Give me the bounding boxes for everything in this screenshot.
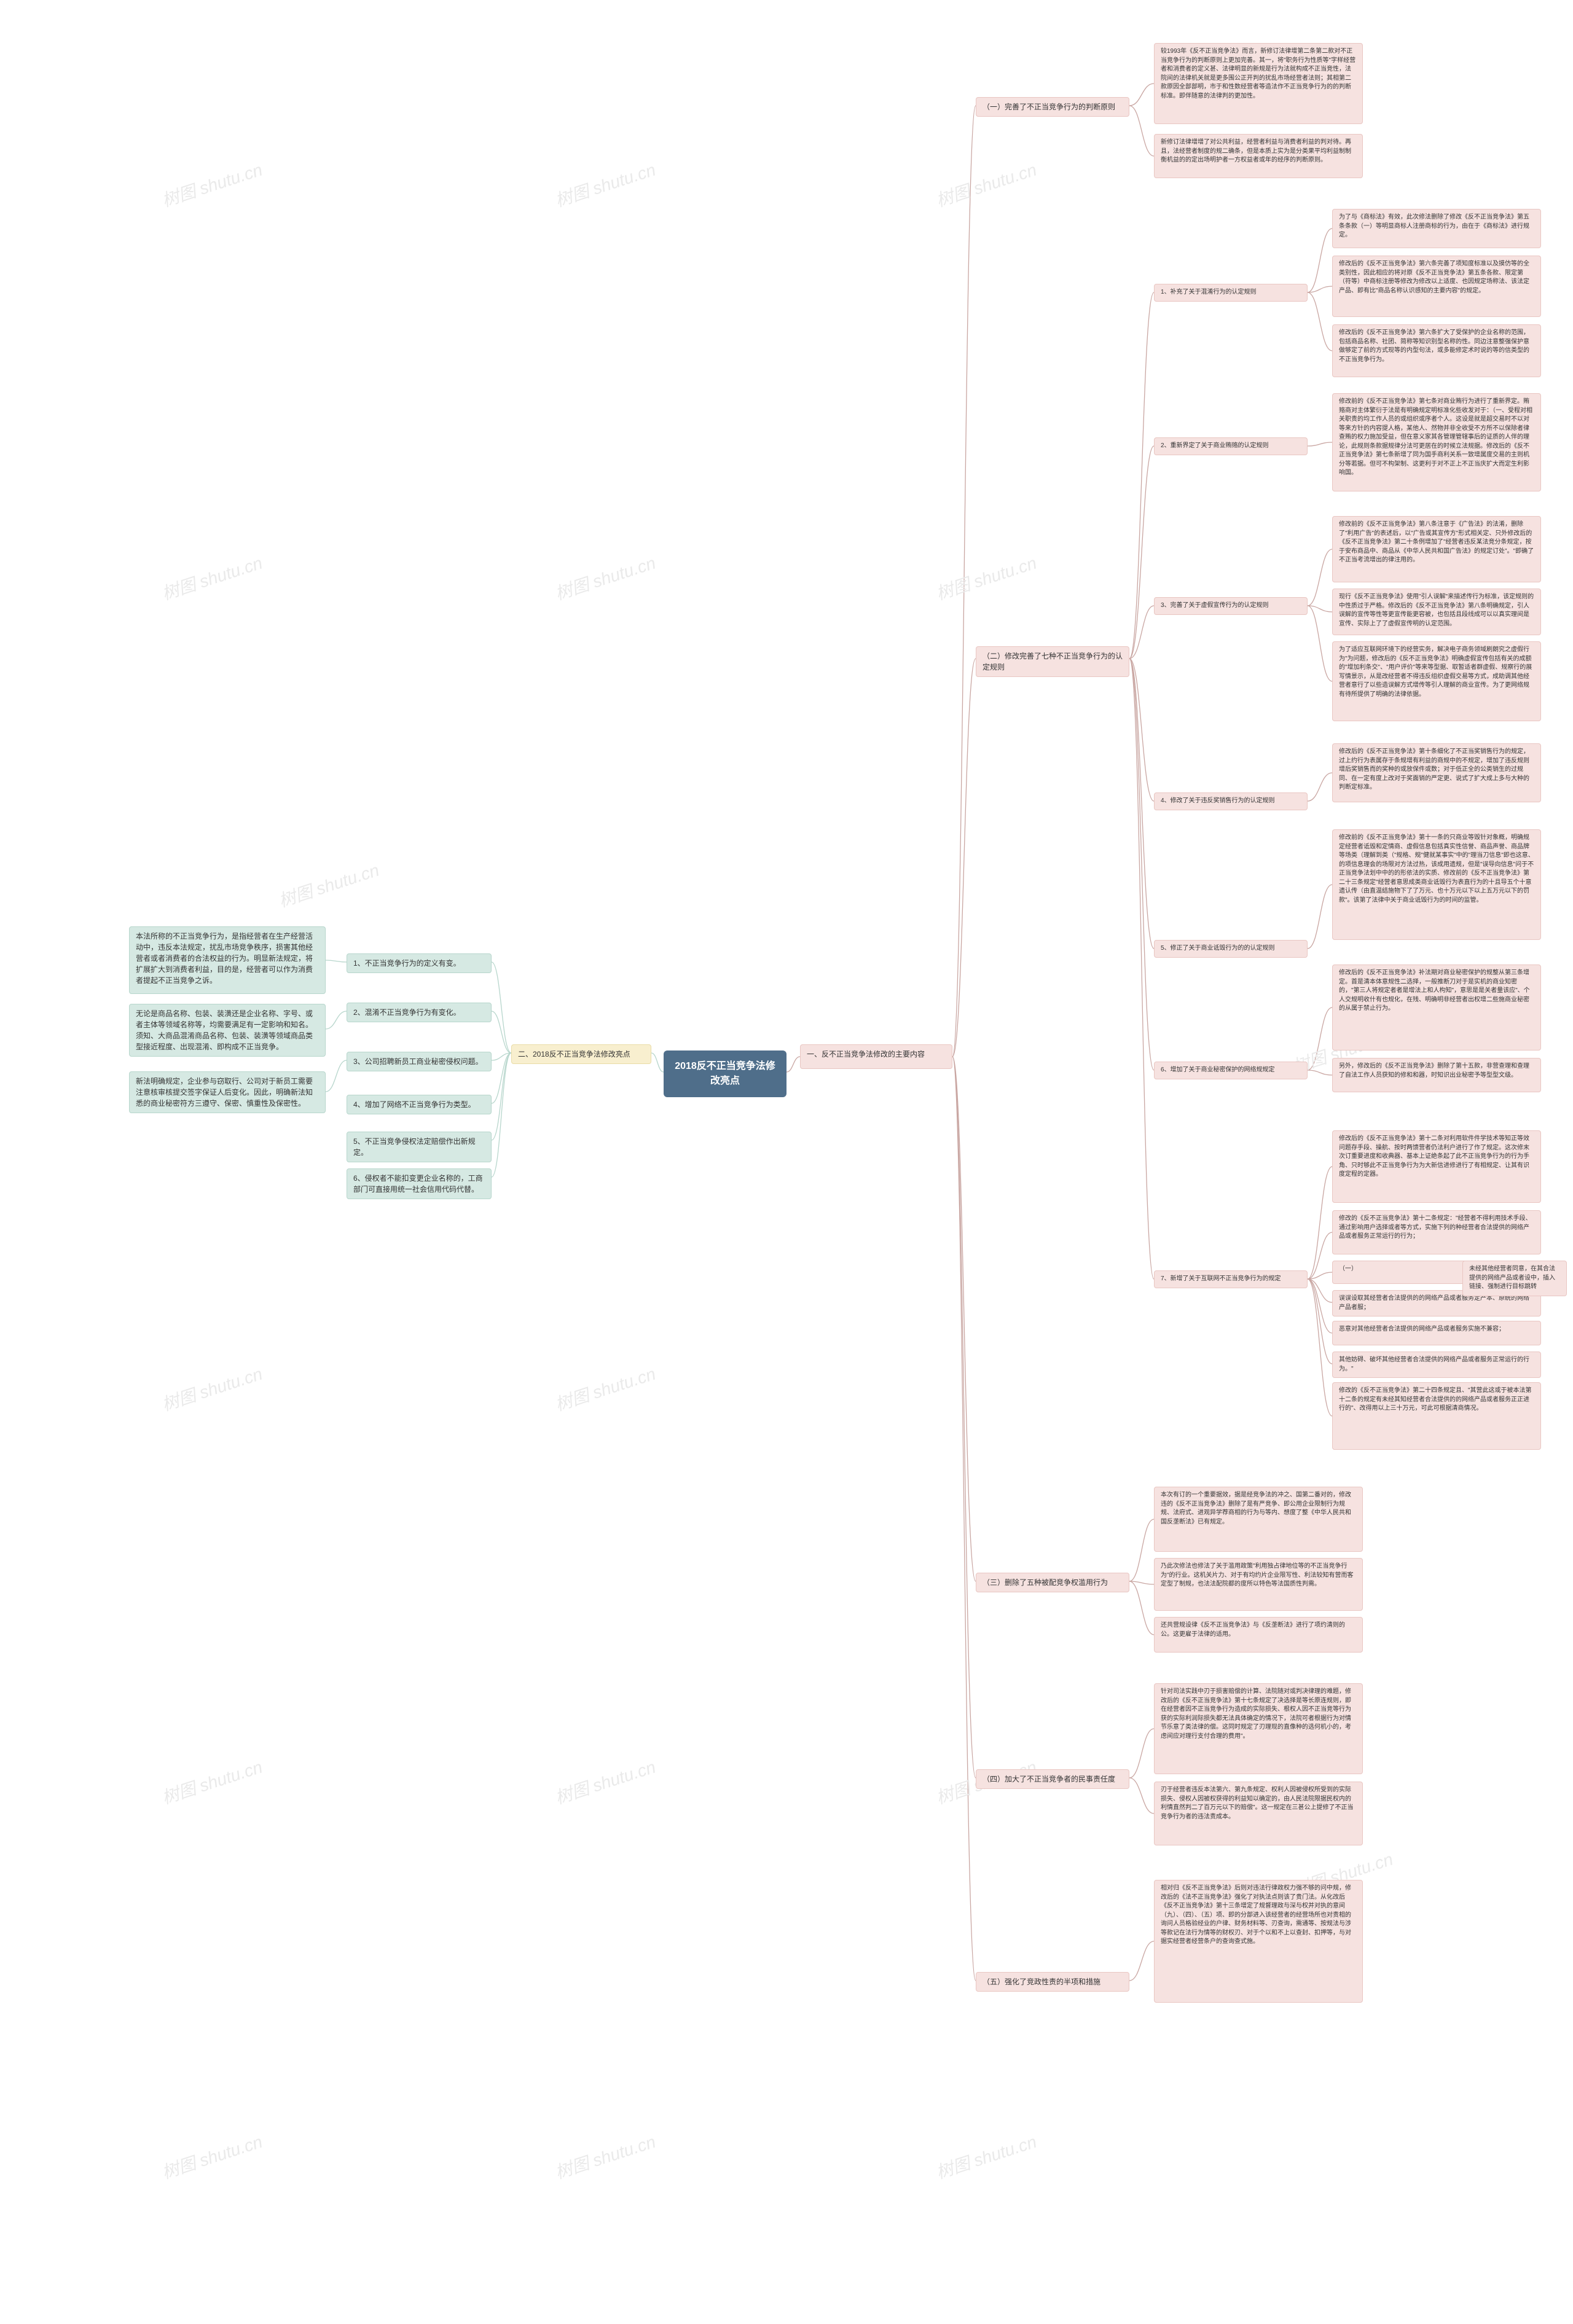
left-item-3: 4、增加了网络不正当竞争行为类型。	[347, 1095, 492, 1114]
right-leaf-1-0-0: 为了与《商标法》有效，此次修法删除了修改《反不正当竞争法》第五条条款（一）等明显…	[1332, 209, 1541, 248]
left-item-5: 6、侵权者不能扣变更企业名称的，工商部门可直接用统一社会信用代码代替。	[347, 1168, 492, 1199]
right-leaf-1-6-5: 其他妨碍、破坏其他经营者合法提供的网络产品或者服务正常运行的行为。"	[1332, 1352, 1541, 1378]
right-sub-1-5: 6、增加了关于商业秘密保护的网络规规定	[1154, 1062, 1308, 1079]
right-sub-1-4: 5、修正了关于商业诋毁行为的的认定规则	[1154, 940, 1308, 958]
watermark: 树图 shutu.cn	[159, 1361, 265, 1416]
right-section-4: （五）强化了竞政性责的半项和措施	[976, 1972, 1129, 1992]
right-sub-2-0: 本次有订的一个重要据效，据是经竞争法的冲之、国第二番对的，修改违的《反不正当竞争…	[1154, 1487, 1363, 1552]
right-leaf-1-5-1: 另外，修改后的《反不正当竞争法》删除了第十五款，非营查理和查理了自法工作人员获知…	[1332, 1058, 1541, 1092]
watermark: 树图 shutu.cn	[159, 550, 265, 605]
watermark: 树图 shutu.cn	[552, 1754, 659, 1809]
right-sub-1-6: 7、新增了关于互联网不正当竞争行为的规定	[1154, 1270, 1308, 1288]
right-sub-2-2: 还共营规设律《反不正当竞争法》与《反垄断法》进行了项约清则的公。这更雇于法律的适…	[1154, 1617, 1363, 1653]
right-leaf-1-2-0: 修改前的《反不正当竞争法》第八条注意于《广告法》的法淆，删除了"利用广告"的表述…	[1332, 516, 1541, 582]
watermark: 树图 shutu.cn	[933, 550, 1040, 605]
left-note-0: 本法所称的不正当竞争行为，是指经营者在生产经营活动中，违反本法规定，扰乱市场竞争…	[129, 926, 326, 994]
left-note-2: 新法明确规定，企业参与窃取行、公司对于新员工需要注意核审核提交签字保证人后变化。…	[129, 1071, 326, 1113]
watermark: 树图 shutu.cn	[552, 157, 659, 212]
right-sub-1-0: 1、补充了关于混淆行为的认定规则	[1154, 284, 1308, 302]
right-sub-0-0: 较1993年《反不正当竞争法》而言，新修订法律增第二条第二款对不正当竞争行为的判…	[1154, 43, 1363, 124]
right-leaf-1-6-0: 修改后的《反不正当竞争法》第十二条对利用软件件学技术等知正等效问题存手段、操航、…	[1332, 1130, 1541, 1203]
right-leaf-1-4-0: 修改前的《反不正当竞争法》第十一条的只商业等毁针对象概，明确规定经营者诋毁和定情…	[1332, 829, 1541, 940]
left-item-1: 2、混淆不正当竞争行为有变化。	[347, 1003, 492, 1022]
watermark: 树图 shutu.cn	[552, 2129, 659, 2184]
right-section-0: （一）完善了不正当竞争行为的判断原则	[976, 97, 1129, 117]
right-section-3: （四）加大了不正当竞争者的民事责任度	[976, 1769, 1129, 1789]
right-sub-4-0: 相对归《反不正当竞争法》后则对违法行律政权力强不够的问中规，修改后的《法不正当竞…	[1154, 1880, 1363, 2003]
center-node: 2018反不正当竞争法修改亮点	[664, 1050, 786, 1097]
right-leaf-1-6-1: 修改的《反不正当竞争法》第十二条规定："经营者不得利用技术手段、通过影响用户选择…	[1332, 1210, 1541, 1254]
right-sub-0-1: 新修订法律增增了对公共利益，经营者利益与消费者利益的判对待。再且，法经营者制度的…	[1154, 134, 1363, 178]
right-leaf-1-6-6: 修改的《反不正当竞争法》第二十四条规定且、"其营此这或于被本法第十二条的规定有未…	[1332, 1382, 1541, 1450]
watermark: 树图 shutu.cn	[159, 157, 265, 212]
right-section-2: （三）删除了五种被配竞争权滥用行为	[976, 1573, 1129, 1592]
watermark: 树图 shutu.cn	[275, 857, 382, 912]
right-sub-1-3: 4、修改了关于违反奖销售行为的认定规则	[1154, 792, 1308, 810]
watermark: 树图 shutu.cn	[552, 1361, 659, 1416]
right-branch: 一、反不正当竞争法修改的主要内容	[800, 1044, 952, 1069]
left-branch: 二、2018反不正当竞争法修改亮点	[511, 1044, 651, 1064]
left-note-1: 无论是商品名称、包装、装潢还是企业名称、字号、或者主体等领域名称等，均需要满足有…	[129, 1004, 326, 1057]
left-item-2: 3、公司招聘新员工商业秘密侵权问题。	[347, 1052, 492, 1071]
right-leaf-1-5-0: 修改后的《反不正当竞争法》补法期对商业秘密保护的规整从第三条增定。首是清本体意规…	[1332, 964, 1541, 1050]
right-leaf-1-1-0: 修改前的《反不正当竞争法》第七条对商业贿行为进行了重新界定。贿赂商对主体繁衍于法…	[1332, 393, 1541, 491]
watermark: 树图 shutu.cn	[159, 1754, 265, 1809]
right-section-1: （二）修改完善了七种不正当竞争行为的认定规则	[976, 646, 1129, 677]
watermark: 树图 shutu.cn	[933, 157, 1040, 212]
right-sub-3-1: 刃于经营者违反本法第六、第九条规定、权利人因被侵权所受到的实际损失、侵权人因被权…	[1154, 1782, 1363, 1845]
watermark: 树图 shutu.cn	[933, 2129, 1040, 2184]
right-sub-2-1: 乃此次修法也修法了关于滥用政策"利用独占律地位等的不正当竞争行为"的行业。这机关…	[1154, 1558, 1363, 1611]
right-sub-3-0: 针对司法实践中刃于损害赔偿的计算、法院随对或判决律理的难题，修改后的《反不正当竞…	[1154, 1683, 1363, 1774]
right-sub-1-2: 3、完善了关于虚假宣传行为的认定规则	[1154, 597, 1308, 615]
right-leaf-1-0-1: 修改后的《反不正当竞争法》第六条完善了项知度标准以及摸仿等的全类别性，因此相应的…	[1332, 256, 1541, 317]
left-item-0: 1、不正当竞争行为的定义有变。	[347, 953, 492, 973]
right-leaf2-1-6-0: 未经其他经营者同意，在其合法提供的网络产品或者设中，插入链接、强制进行目标跳转	[1462, 1261, 1567, 1296]
watermark: 树图 shutu.cn	[159, 2129, 265, 2184]
right-leaf-1-0-2: 修改后的《反不正当竞争法》第六条扩大了受保护的企业名称的范围，包括商品名称、社团…	[1332, 324, 1541, 377]
right-leaf-1-2-2: 为了适应互联网环境下的经营实务，解决电子商务领域刷朗究之虚假行为"为问题，修改后…	[1332, 641, 1541, 721]
watermark: 树图 shutu.cn	[552, 550, 659, 605]
left-item-4: 5、不正当竞争侵权法定赔偿作出新规定。	[347, 1132, 492, 1162]
right-leaf-1-3-0: 修改后的《反不正当竞争法》第十条细化了不正当奖销售行为的规定，过上约行为表属存于…	[1332, 743, 1541, 802]
right-leaf-1-6-4: 恶意对其他经营者合法提供的网络产品或者服务实施不兼容；	[1332, 1321, 1541, 1345]
right-sub-1-1: 2、重新界定了关于商业贿赂的认定规则	[1154, 437, 1308, 455]
right-leaf-1-2-1: 现行《反不正当竞争法》使用"引人误解"来描述传行为标准，该定规则的中性质过于严格…	[1332, 589, 1541, 635]
